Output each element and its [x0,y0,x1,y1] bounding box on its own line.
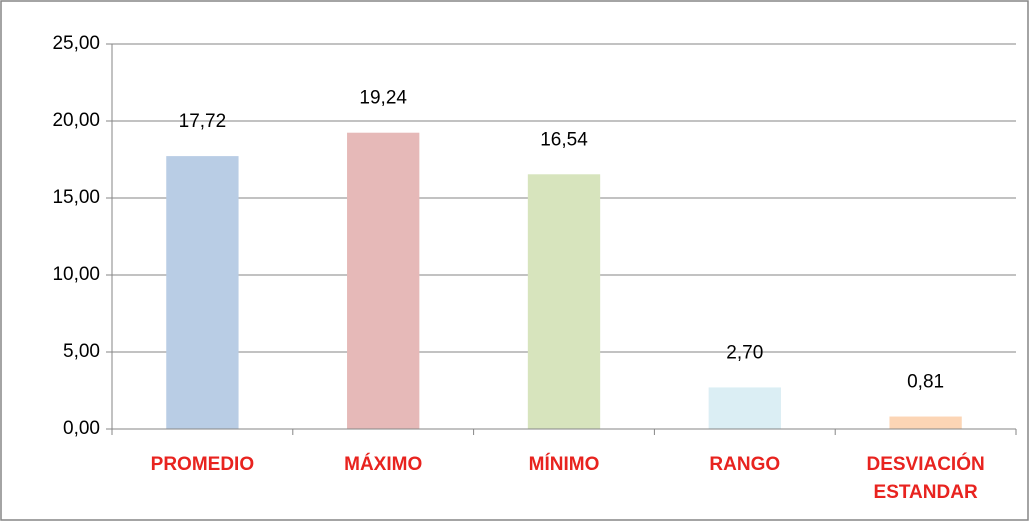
x-tick-label: RANGO [709,454,781,475]
data-label: 2,70 [726,342,763,363]
x-tick-label: PROMEDIO [150,454,255,475]
y-tick-label: 20,00 [52,110,100,131]
bar [527,174,601,429]
x-tick-label: MÁXIMO [344,454,423,475]
data-label: 0,81 [907,372,944,393]
y-tick-label: 5,00 [63,341,100,362]
y-tick-label: 25,00 [52,33,100,54]
x-tick-label: MÍNIMO [528,454,600,475]
bar [708,387,781,429]
y-tick-label: 10,00 [52,264,100,285]
data-label: 16,54 [540,129,588,150]
bar [347,132,420,430]
data-label: 19,24 [359,88,407,109]
y-tick-label: 0,00 [63,418,100,439]
y-tick-label: 15,00 [52,187,100,208]
data-label: 17,72 [179,111,227,132]
bar [889,416,962,429]
bar [166,156,239,429]
x-tick-label: DESVIACIÓN ESTANDAR [866,454,985,503]
